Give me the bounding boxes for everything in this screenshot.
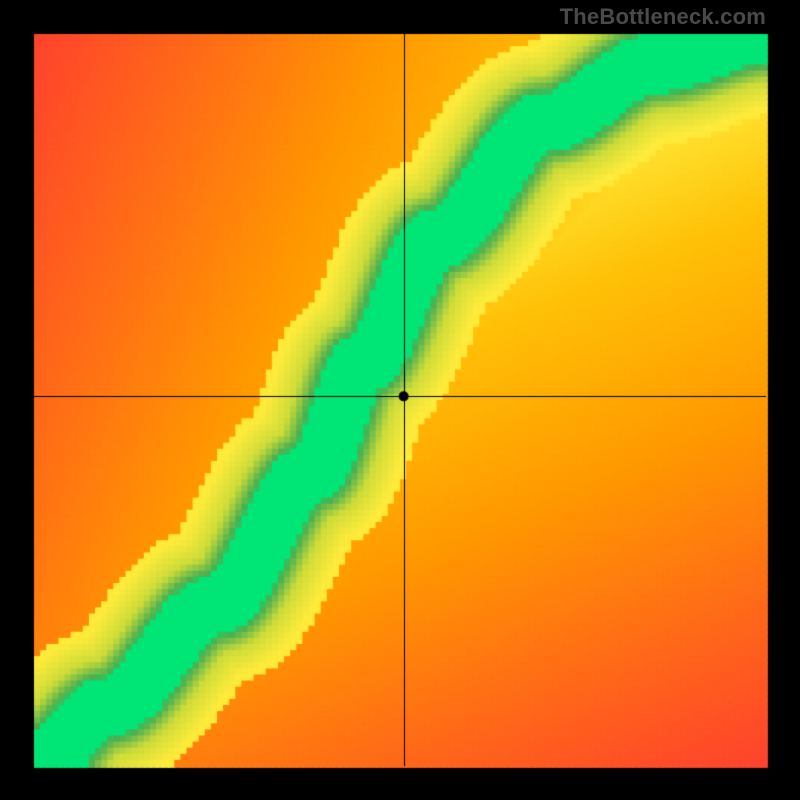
- bottleneck-heatmap: [0, 0, 800, 800]
- watermark-label: TheBottleneck.com: [560, 4, 766, 30]
- chart-container: TheBottleneck.com: [0, 0, 800, 800]
